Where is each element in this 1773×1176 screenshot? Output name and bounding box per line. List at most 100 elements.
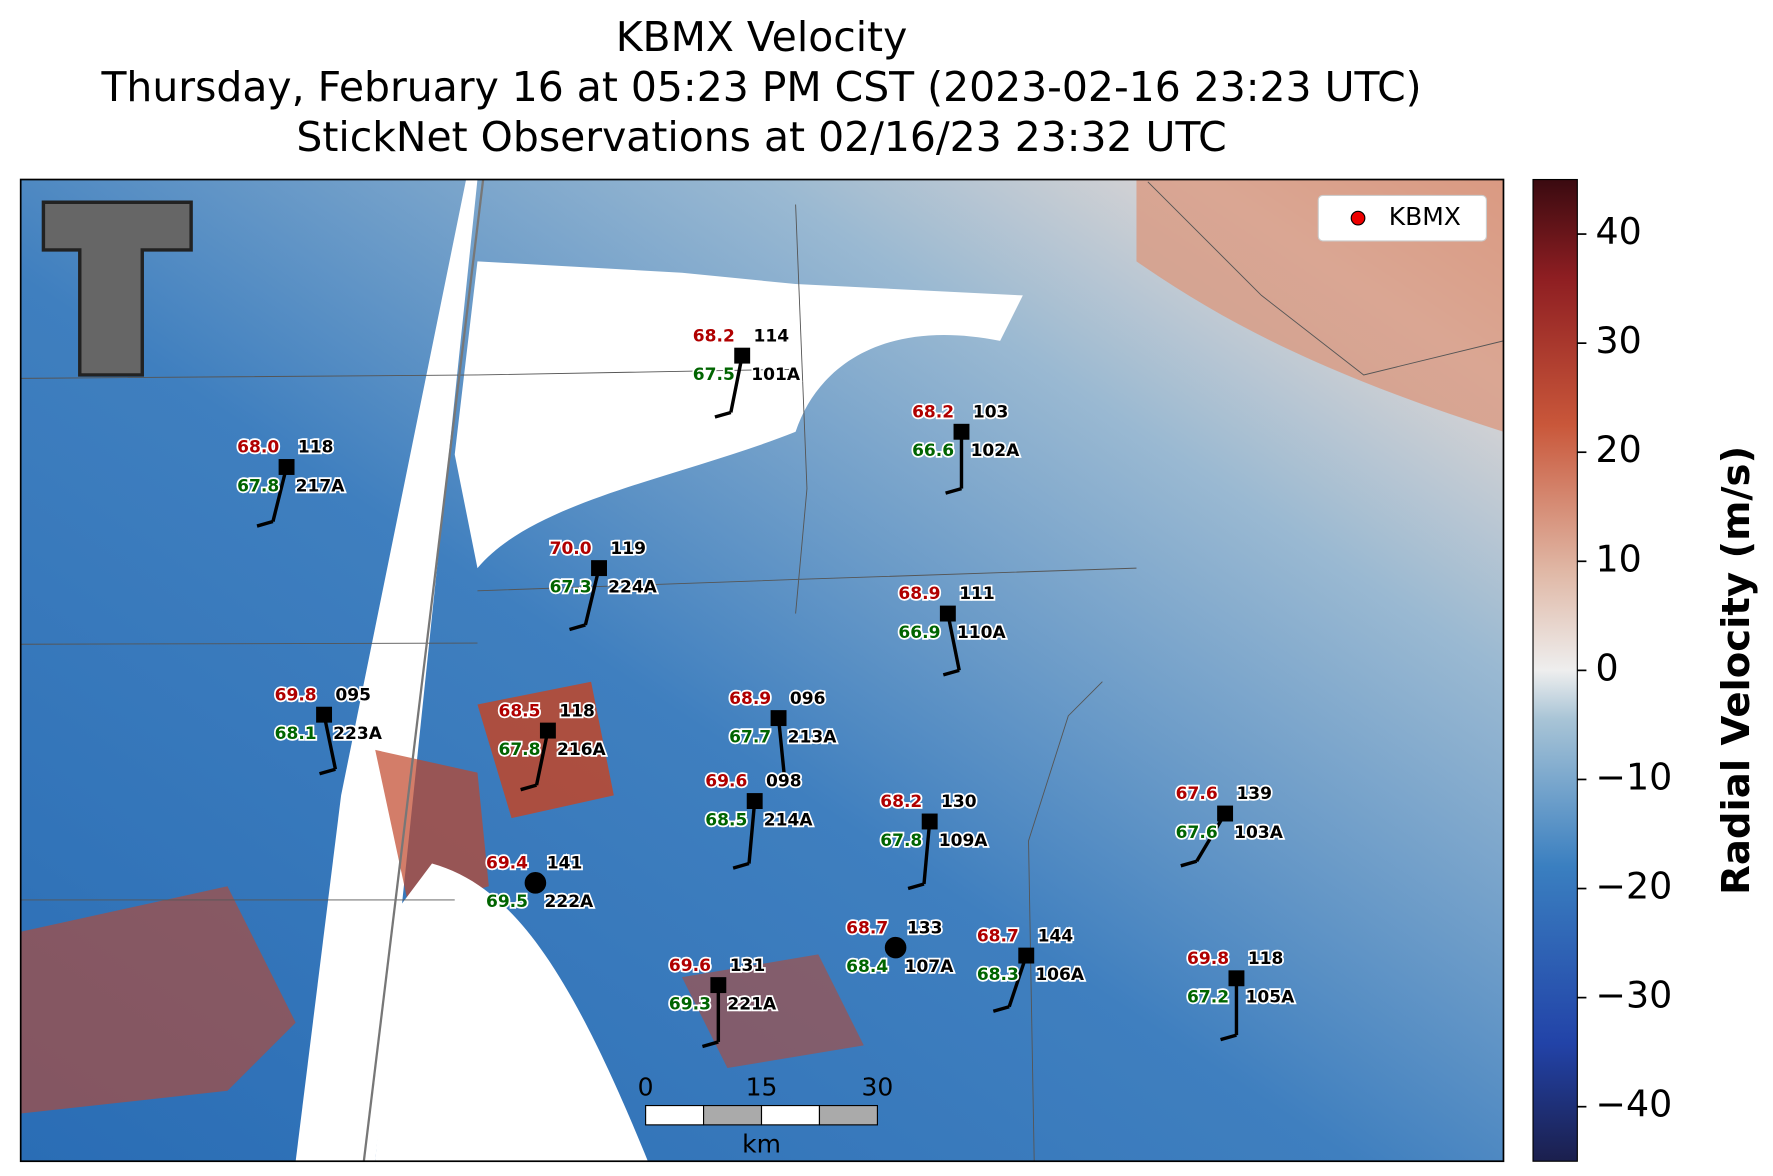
colorbar-tick-label: 20 <box>1596 428 1642 471</box>
temperature: 69.4 <box>486 854 528 874</box>
temperature: 69.6 <box>669 956 711 976</box>
wind-barb <box>922 821 932 885</box>
temperature: 68.7 <box>977 926 1019 946</box>
wind-barb-flag <box>569 623 586 632</box>
station-id: 221A <box>727 994 777 1014</box>
station-code: 096 <box>790 689 826 709</box>
ttu-logo <box>41 200 193 377</box>
dewpoint: 68.3 <box>977 965 1019 985</box>
colorbar <box>1532 178 1578 1162</box>
temperature: 68.7 <box>846 918 888 938</box>
wind-barb <box>534 730 550 786</box>
station-id: 105A <box>1246 988 1296 1008</box>
station-code: 111 <box>959 584 995 604</box>
dewpoint: 68.4 <box>846 957 888 977</box>
station-calm <box>524 872 547 894</box>
dewpoint: 68.1 <box>275 724 317 744</box>
station-calm <box>884 936 907 959</box>
station-marker <box>1018 947 1035 964</box>
wind-barb-flag <box>992 1005 1010 1013</box>
station-marker <box>591 560 607 577</box>
subtitle: Thursday, February 16 at 05:23 PM CST (2… <box>100 63 1421 111</box>
station-marker <box>770 710 787 727</box>
colorbar-tick-label: 30 <box>1596 319 1642 362</box>
wind-barb-flag <box>520 783 538 792</box>
station-id: 216A <box>557 740 607 760</box>
obs-time: StickNet Observations at 02/16/23 23:32 … <box>296 113 1226 161</box>
wind-barb-flag <box>942 668 960 677</box>
wind-barb-flag <box>714 410 732 419</box>
station-marker <box>734 347 751 364</box>
colorbar-tick-label: 0 <box>1596 646 1619 689</box>
station-id: 217A <box>296 476 346 496</box>
legend: KBMX <box>1317 194 1487 242</box>
station-id: 109A <box>939 831 989 851</box>
colorbar-tick-label: 10 <box>1596 537 1642 580</box>
station-code: 139 <box>1236 784 1272 804</box>
wind-barb <box>583 567 601 626</box>
temperature: 68.2 <box>880 792 922 812</box>
dewpoint: 67.8 <box>237 476 279 496</box>
station-id: 102A <box>971 441 1021 461</box>
colorbar-tick-label: −30 <box>1596 974 1673 1017</box>
wind-barb-flag <box>945 486 962 495</box>
station-marker <box>953 423 970 440</box>
station-code: 141 <box>547 854 583 874</box>
wind-barb-flag <box>732 861 750 870</box>
station-code: 119 <box>610 539 646 559</box>
radar-map <box>20 179 1504 1162</box>
wind-barb-flag <box>256 519 274 528</box>
legend-label: KBMX <box>1389 202 1461 231</box>
dewpoint: 69.5 <box>486 892 528 912</box>
temperature: 69.8 <box>1187 949 1229 969</box>
station-id: 107A <box>905 957 955 977</box>
station-id: 101A <box>751 365 801 385</box>
station-id: 106A <box>1035 965 1085 985</box>
station-code: 103 <box>973 402 1009 422</box>
station-id: 110A <box>957 623 1007 643</box>
temperature: 67.6 <box>1176 784 1218 804</box>
temperature: 68.9 <box>898 584 940 604</box>
wind-barb-flag <box>319 767 336 776</box>
station-marker <box>278 459 295 475</box>
wind-barb <box>729 355 744 413</box>
temperature: 70.0 <box>550 539 592 559</box>
wind-barb <box>946 613 961 671</box>
scale-tick-label: 15 <box>746 1073 778 1102</box>
map-frame <box>19 178 1505 1163</box>
station-id: 222A <box>544 892 594 912</box>
wind-barb <box>776 717 786 776</box>
colorbar-tick-label: −20 <box>1596 865 1673 908</box>
wind-barb-flag <box>1180 859 1198 868</box>
station-code: 098 <box>766 772 802 792</box>
wind-barb <box>1007 955 1028 1008</box>
station-code: 133 <box>907 918 943 938</box>
temperature: 68.2 <box>693 326 735 346</box>
station-marker <box>921 813 938 830</box>
station-marker <box>1217 805 1234 822</box>
dewpoint: 67.6 <box>1176 823 1218 843</box>
temperature: 69.6 <box>705 772 747 792</box>
station-id: 103A <box>1234 823 1284 843</box>
dewpoint: 66.9 <box>898 623 940 643</box>
dewpoint: 66.6 <box>912 441 954 461</box>
dewpoint: 68.5 <box>705 810 747 830</box>
station-marker <box>1228 970 1245 987</box>
dewpoint: 67.8 <box>880 831 922 851</box>
dewpoint: 67.2 <box>1187 988 1229 1008</box>
wind-barb <box>322 714 338 770</box>
temperature: 68.9 <box>729 689 771 709</box>
wind-barb-flag <box>767 773 785 782</box>
temperature: 68.2 <box>912 402 954 422</box>
colorbar-tick-label: −40 <box>1596 1083 1673 1126</box>
station-code: 118 <box>1248 949 1284 969</box>
wind-barb-flag <box>907 882 925 891</box>
station-code: 118 <box>298 438 334 458</box>
station-id: 224A <box>608 577 658 597</box>
station-code: 131 <box>730 956 766 976</box>
station-code: 118 <box>559 701 595 721</box>
dewpoint: 69.3 <box>669 994 711 1014</box>
station-marker <box>316 706 333 723</box>
colorbar-tick-label: −10 <box>1596 755 1673 798</box>
